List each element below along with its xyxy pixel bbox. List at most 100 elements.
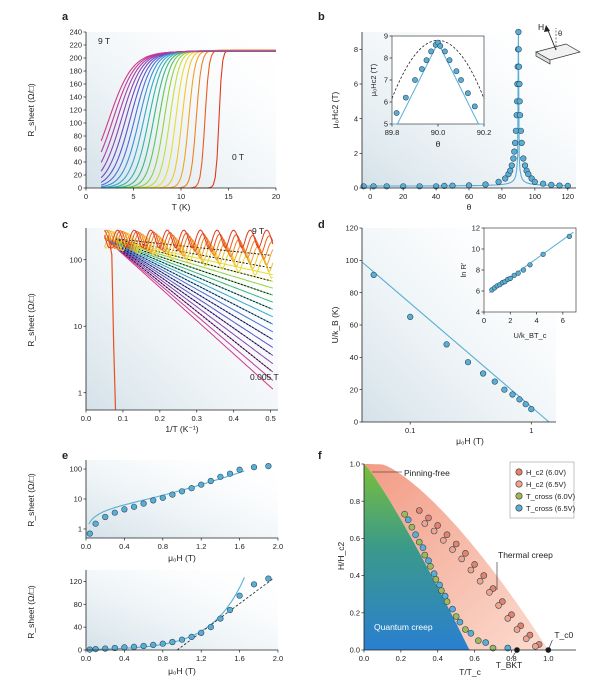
panel-e-bottom-point-17 <box>250 581 258 588</box>
panel-e-bottom-ytick-80: 80 <box>74 600 82 609</box>
panel-b-point-6 <box>441 182 448 189</box>
panel-b-xtick-60: 60 <box>465 192 473 201</box>
panel-e-top-point-15 <box>226 470 234 477</box>
panel-d-inset-xlabel: U/k_BT_c <box>514 331 547 340</box>
panel-f-hc2-60-point-5 <box>462 549 469 557</box>
panel-e-bottom-xtick-2.0: 2.0 <box>273 654 283 663</box>
panel-c-curve-3 <box>104 237 274 365</box>
panel-d-ytick-100: 100 <box>345 256 358 265</box>
panel-b-xtick-100: 100 <box>529 192 542 201</box>
panel-d-ytick-120: 120 <box>345 224 358 233</box>
panel-c-fit-4 <box>115 244 271 355</box>
panel-f-hc2-60-point-3 <box>443 531 451 539</box>
panel-e-top-xtick-1.2: 1.2 <box>196 542 206 551</box>
panel-a-ytick-180: 180 <box>69 67 82 76</box>
panel-e-top-point-8 <box>159 494 166 501</box>
panel-e-top-data <box>86 463 272 537</box>
panel-c-curve-20 <box>104 230 274 255</box>
panel-f-hc2-65-point-0 <box>421 520 429 527</box>
panel-f-hc2-65-point-8 <box>495 602 502 609</box>
panel-e-bottom-xtick-1.2: 1.2 <box>196 654 206 663</box>
panel-b-xtick-0: 0 <box>368 192 372 201</box>
panel-b-point-8 <box>465 182 473 189</box>
field-arrow <box>546 27 557 51</box>
panel-d-inset-xtick-6: 6 <box>561 316 565 325</box>
panel-e-top-point-9 <box>169 491 176 498</box>
panel-b-inset-point-1 <box>402 94 409 101</box>
panel-d-inset-ytick-6: 6 <box>476 287 480 296</box>
region-pinning-free: Pinning-free <box>404 468 450 478</box>
panel-d-inset-point-8 <box>511 272 517 278</box>
panel-b-xtick-40: 40 <box>432 192 440 201</box>
panel-e-top-xtick-0.0: 0.0 <box>81 542 91 551</box>
panel-e-bottom-ytick-0: 0 <box>78 646 82 655</box>
panel-c-curve-5 <box>104 237 274 348</box>
panel-d-point-4 <box>480 370 487 377</box>
panel-d-point-6 <box>501 386 508 393</box>
panel-b-point-33 <box>521 162 529 169</box>
panel-e-top-ytick-1: 1 <box>78 525 82 534</box>
panel-c-xtick-0.1: 0.1 <box>118 414 128 423</box>
panel-e-top-point-3 <box>111 509 118 516</box>
panel-a-ytick-60: 60 <box>74 145 82 154</box>
panel-a-ticks: 0 5 10 15 2002040608010012014016018020022024… <box>69 28 280 201</box>
panel-f-tcross-60-point-1 <box>408 523 416 531</box>
panel-e-bottom-point-16 <box>236 592 243 599</box>
panel-b-inset-xtick-90.0: 90.0 <box>431 128 446 137</box>
panel-b-inset-ytick-8: 8 <box>384 54 388 63</box>
panel-e-bottom-ytick-40: 40 <box>74 623 82 632</box>
panel-e-bottom-xtick-0.4: 0.4 <box>119 654 129 663</box>
panel-e-bottom-linear-fit <box>176 578 274 651</box>
panel-f-xtick-0.4: 0.4 <box>433 654 443 663</box>
panel-f-hc2-65-point-2 <box>439 536 447 544</box>
panel-d-inset-xtick-2: 2 <box>508 316 512 325</box>
panel-c-ytick-100: 100 <box>69 255 82 264</box>
panel-label-a: a <box>62 11 69 23</box>
panel-e-bottom-point-11 <box>188 633 195 641</box>
panel-a-ytick-0: 0 <box>78 184 82 193</box>
panel-a-ytick-20: 20 <box>74 171 82 180</box>
panel-b-inset-point-11 <box>453 68 460 75</box>
panel-c-curve-21 <box>104 229 274 249</box>
panel-f-ticks: 0.0 0.2 0.4 0.6 0.8 1.0 0.0 0.2 0.4 0.6 0.8 1.0 <box>350 460 554 663</box>
panel-c-curve-0 <box>104 237 274 390</box>
panel-label-e: e <box>62 450 68 462</box>
panel-e-bottom-xtick-0.8: 0.8 <box>158 654 168 663</box>
panel-a-ytick-200: 200 <box>69 54 82 63</box>
panel-e-bottom-xtick-0.0: 0.0 <box>81 654 91 663</box>
panel-a-xtick-5: 5 <box>131 192 135 201</box>
panel-c-xtick-0.2: 0.2 <box>155 414 165 423</box>
panel-c-curve-18 <box>104 229 274 266</box>
panel-d-point-8 <box>516 396 523 403</box>
panel-f-tcross-60-point-7 <box>443 598 451 605</box>
panel-c: c 0.0 0.1 0.2 0.3 0.4 0.5 1 10 100 9 T 0.005 T 1… <box>26 219 279 434</box>
panel-b-point-26 <box>515 63 523 70</box>
panel-b-ytick-8: 8 <box>354 45 358 54</box>
panel-c-background <box>86 228 278 410</box>
panel-e-top-point-18 <box>265 463 272 470</box>
panel-e-top-point-14 <box>217 473 224 480</box>
region-quantum-creep: Quantum creep <box>374 622 433 632</box>
panel-a-xtick-10: 10 <box>177 192 185 201</box>
panel-f-tcross-65-point-10 <box>482 639 490 646</box>
panel-e-top-point-11 <box>188 485 195 492</box>
panel-d-point-9 <box>522 401 529 408</box>
panel-e-top-ytick-100: 100 <box>69 465 82 474</box>
panel-a-ytick-240: 240 <box>69 28 82 37</box>
panel-b-xtick-20: 20 <box>399 192 407 201</box>
panel-c-xtick-0.3: 0.3 <box>192 414 202 423</box>
panel-e-bottom-point-6 <box>140 642 147 650</box>
panel-a-ytick-40: 40 <box>74 158 82 167</box>
panel-f-xlabel: T/T_c <box>459 667 481 677</box>
panel-f-tcross-60-point-9 <box>462 626 469 633</box>
panel-b-point-28 <box>516 98 523 105</box>
panel-f-tcross-60-point-10 <box>474 637 482 645</box>
legend-marker-hc2-65 <box>515 480 523 488</box>
panel-d-ytick-0: 0 <box>354 418 358 427</box>
panel-d-inset-frame <box>483 227 577 313</box>
panel-e-top-point-16 <box>236 466 243 473</box>
panel-a-xlabel: T (K) <box>172 202 191 212</box>
